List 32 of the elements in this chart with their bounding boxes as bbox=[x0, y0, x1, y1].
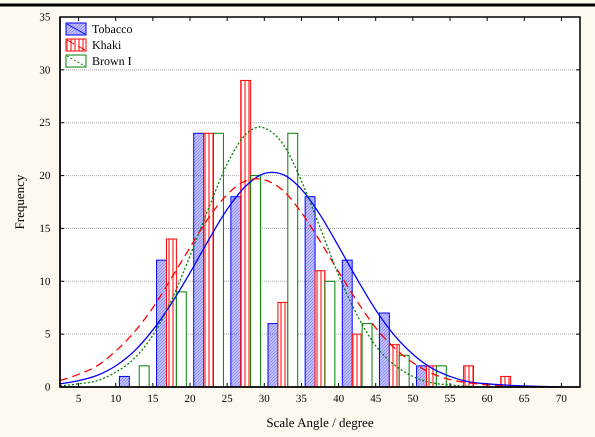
legend-label: Tobacco bbox=[92, 22, 132, 36]
bar bbox=[352, 334, 363, 388]
x-tick-label: 50 bbox=[407, 393, 419, 406]
bar bbox=[268, 323, 278, 388]
x-tick-label: 5 bbox=[76, 393, 82, 406]
x-tick-label: 70 bbox=[556, 393, 568, 406]
y-tick-label: 30 bbox=[39, 64, 51, 76]
bar bbox=[118, 376, 130, 388]
x-tick-label: 15 bbox=[147, 393, 159, 406]
legend-label: Brown I bbox=[92, 54, 132, 68]
y-tick-label: 25 bbox=[39, 117, 51, 130]
x-tick-label: 25 bbox=[222, 393, 234, 406]
y-axis-title: Frequency bbox=[12, 174, 27, 230]
x-tick-label: 60 bbox=[482, 393, 494, 406]
legend-label: Khaki bbox=[92, 38, 122, 52]
y-tick-label: 35 bbox=[39, 12, 51, 24]
y-tick-label: 0 bbox=[44, 382, 51, 394]
x-tick-label: 30 bbox=[258, 393, 270, 406]
x-tick-label: 20 bbox=[184, 393, 196, 406]
bar bbox=[314, 270, 326, 388]
x-tick-label: 40 bbox=[333, 393, 345, 406]
x-axis-title: Scale Angle / degree bbox=[266, 415, 374, 430]
x-tick-label: 35 bbox=[296, 393, 308, 406]
bar bbox=[277, 302, 288, 388]
y-tick-label: 15 bbox=[39, 222, 51, 235]
x-tick-label: 45 bbox=[370, 393, 382, 406]
x-tick-label: 10 bbox=[110, 393, 122, 406]
x-tick-label: 55 bbox=[444, 393, 456, 406]
x-tick-label: 65 bbox=[518, 393, 530, 406]
y-tick-label: 10 bbox=[39, 276, 51, 288]
y-tick-label: 20 bbox=[39, 170, 51, 182]
y-tick-label: 5 bbox=[44, 328, 51, 341]
